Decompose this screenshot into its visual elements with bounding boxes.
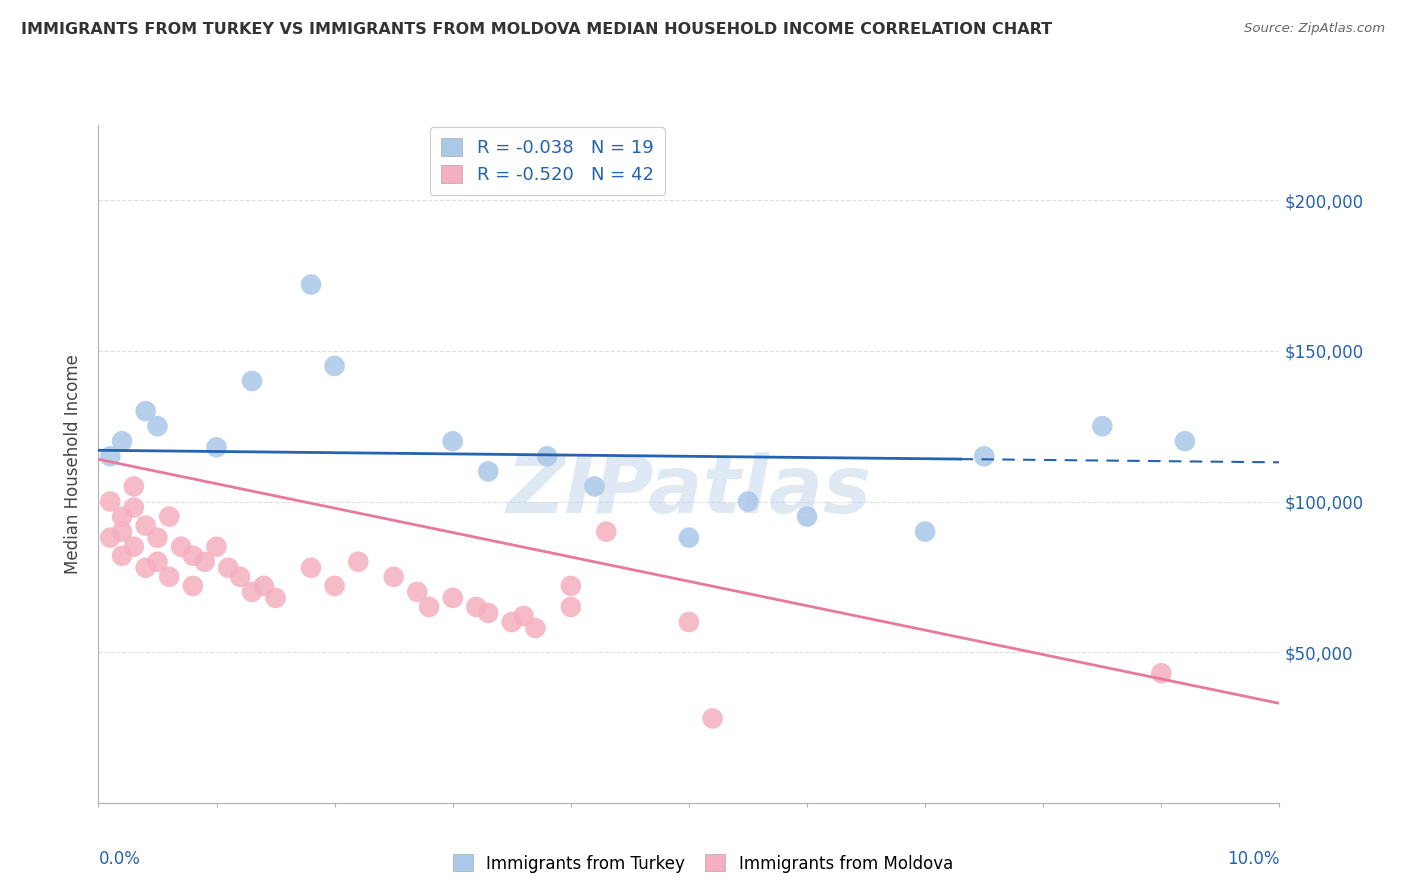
Y-axis label: Median Household Income: Median Household Income bbox=[65, 354, 83, 574]
Point bbox=[181, 579, 204, 593]
Point bbox=[1174, 434, 1197, 449]
Point bbox=[501, 615, 523, 629]
Point bbox=[170, 540, 193, 554]
Point bbox=[406, 585, 429, 599]
Text: IMMIGRANTS FROM TURKEY VS IMMIGRANTS FROM MOLDOVA MEDIAN HOUSEHOLD INCOME CORREL: IMMIGRANTS FROM TURKEY VS IMMIGRANTS FRO… bbox=[21, 22, 1052, 37]
Point bbox=[512, 609, 534, 624]
Point bbox=[441, 591, 464, 605]
Point bbox=[240, 585, 263, 599]
Point bbox=[323, 359, 346, 373]
Point bbox=[240, 374, 263, 388]
Point bbox=[465, 599, 488, 614]
Point bbox=[98, 450, 121, 464]
Text: ZIPatlas: ZIPatlas bbox=[506, 452, 872, 530]
Point bbox=[583, 479, 606, 493]
Point bbox=[382, 570, 405, 584]
Point bbox=[111, 524, 134, 539]
Point bbox=[678, 531, 700, 545]
Point bbox=[194, 555, 217, 569]
Point bbox=[111, 509, 134, 524]
Point bbox=[205, 540, 228, 554]
Point bbox=[122, 540, 145, 554]
Point bbox=[157, 570, 180, 584]
Point bbox=[253, 579, 276, 593]
Point bbox=[299, 561, 322, 575]
Text: 10.0%: 10.0% bbox=[1227, 850, 1279, 868]
Point bbox=[146, 555, 169, 569]
Point bbox=[111, 549, 134, 563]
Point bbox=[1091, 419, 1114, 434]
Point bbox=[122, 479, 145, 493]
Point bbox=[146, 531, 169, 545]
Text: Source: ZipAtlas.com: Source: ZipAtlas.com bbox=[1244, 22, 1385, 36]
Point bbox=[205, 440, 228, 454]
Point bbox=[418, 599, 440, 614]
Point bbox=[477, 464, 499, 478]
Point bbox=[299, 277, 322, 292]
Point bbox=[536, 450, 558, 464]
Legend: Immigrants from Turkey, Immigrants from Moldova: Immigrants from Turkey, Immigrants from … bbox=[447, 847, 959, 880]
Point bbox=[122, 500, 145, 515]
Point bbox=[98, 494, 121, 508]
Point bbox=[678, 615, 700, 629]
Point bbox=[229, 570, 252, 584]
Text: 0.0%: 0.0% bbox=[98, 850, 141, 868]
Point bbox=[217, 561, 239, 575]
Point bbox=[1150, 666, 1173, 681]
Point bbox=[477, 606, 499, 620]
Point bbox=[181, 549, 204, 563]
Point bbox=[737, 494, 759, 508]
Point bbox=[595, 524, 617, 539]
Point bbox=[524, 621, 547, 635]
Point bbox=[146, 419, 169, 434]
Point bbox=[914, 524, 936, 539]
Point bbox=[560, 599, 582, 614]
Point bbox=[98, 531, 121, 545]
Point bbox=[264, 591, 287, 605]
Point bbox=[702, 711, 724, 725]
Point bbox=[135, 404, 157, 418]
Point bbox=[796, 509, 818, 524]
Point bbox=[135, 518, 157, 533]
Point bbox=[157, 509, 180, 524]
Point bbox=[323, 579, 346, 593]
Point bbox=[135, 561, 157, 575]
Point bbox=[441, 434, 464, 449]
Point bbox=[347, 555, 370, 569]
Point bbox=[560, 579, 582, 593]
Point bbox=[111, 434, 134, 449]
Point bbox=[973, 450, 995, 464]
Legend: R = -0.038   N = 19, R = -0.520   N = 42: R = -0.038 N = 19, R = -0.520 N = 42 bbox=[430, 128, 665, 194]
